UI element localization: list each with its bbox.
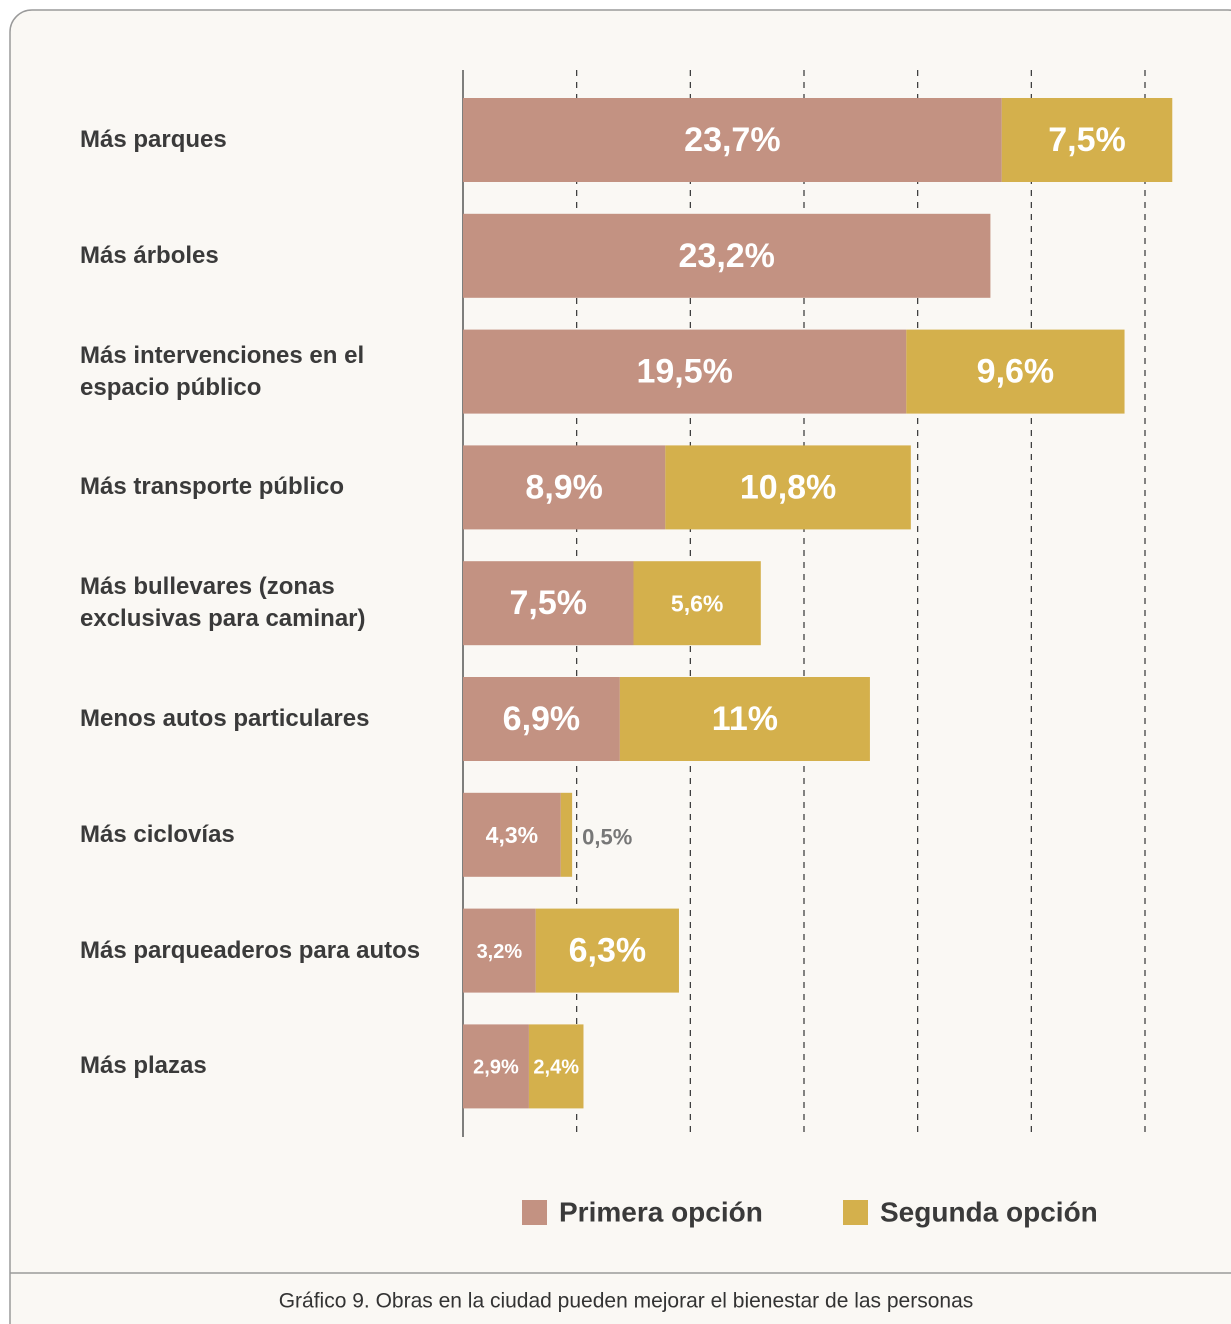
legend-label: Segunda opción <box>880 1196 1098 1227</box>
bar-segment <box>463 213 991 298</box>
caption: Gráfico 9. Obras en la ciudad pueden mej… <box>279 1290 974 1313</box>
value-label: 6,9% <box>503 700 581 738</box>
legend-label: Primera opción <box>559 1196 763 1227</box>
value-label: 23,7% <box>684 121 780 159</box>
card <box>9 9 1231 1324</box>
bar-segment <box>633 561 761 646</box>
value-label: 2,4% <box>533 1057 579 1079</box>
value-label: 7,5% <box>510 584 588 622</box>
value-label: 4,3% <box>486 822 538 848</box>
bar-segment <box>560 792 573 877</box>
value-label: 7,5% <box>1048 121 1126 159</box>
category-label: Más plazas <box>80 1052 207 1080</box>
bar-segment <box>463 445 666 530</box>
bar-segment <box>619 677 870 761</box>
category-label: Más transporte público <box>80 473 345 501</box>
value-label: 8,9% <box>525 468 603 506</box>
value-label: 19,5% <box>636 353 732 391</box>
category-label: Más parqueaderos para autos <box>80 936 421 964</box>
category-label: Más árboles <box>80 241 219 269</box>
bar-segment <box>463 561 634 646</box>
category-label: Menos autos particulares <box>80 705 370 732</box>
category-label: Más intervenciones en el espacio público <box>80 341 365 401</box>
bar-segment <box>463 677 620 761</box>
bar-segment <box>463 329 907 414</box>
value-label: 0,5% <box>582 825 632 850</box>
value-label: 5,6% <box>671 590 723 616</box>
category-label: Más bullevares (zonas exclusivas para ca… <box>80 573 366 633</box>
legend-swatch <box>843 1200 868 1225</box>
bar-segment <box>463 792 561 877</box>
value-label: 10,8% <box>740 468 836 506</box>
category-label: Más parques <box>80 126 227 153</box>
bar-segment <box>1001 98 1173 182</box>
value-label: 11% <box>712 700 778 738</box>
bar-segment <box>528 1024 584 1109</box>
bar-segment <box>906 329 1125 414</box>
category-label: Más ciclovías <box>80 820 235 848</box>
bar-segment <box>463 908 536 993</box>
bar-segment <box>463 98 1002 182</box>
value-label: 9,6% <box>977 353 1055 391</box>
bar-segment <box>535 908 679 993</box>
legend-swatch <box>522 1200 547 1225</box>
bar-segment <box>463 1024 529 1109</box>
bar-segment <box>665 445 911 530</box>
value-label: 23,2% <box>679 237 775 275</box>
value-label: 6,3% <box>569 932 647 970</box>
value-label: 2,9% <box>473 1057 519 1079</box>
value-label: 3,2% <box>477 941 523 963</box>
